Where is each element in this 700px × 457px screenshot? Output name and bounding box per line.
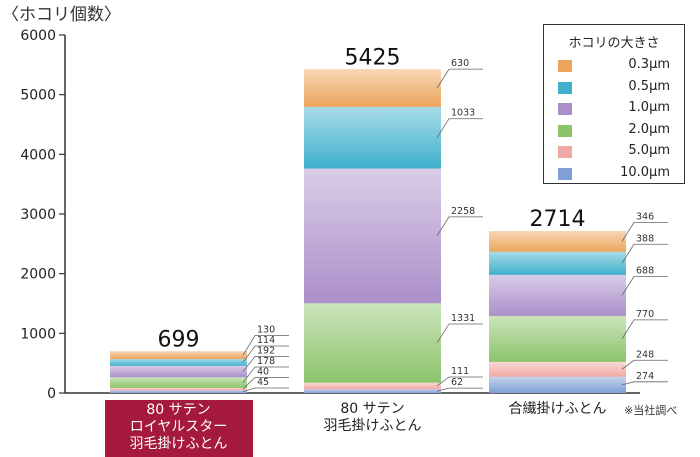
bar-segment-shade [110,377,247,388]
value-leader-line [242,387,289,393]
value-label: 178 [257,356,275,367]
legend-label: 2.0μm [628,121,670,137]
y-tick-label: 5000 [20,88,56,104]
legend-label: 1.0μm [628,100,670,115]
value-leader-line [621,381,668,386]
legend-title: ホコリの大きさ [568,36,660,51]
value-label: 274 [636,371,654,382]
value-label: 1033 [451,108,475,119]
legend-item: 10.0μm [558,165,678,183]
bar-segment-shade [110,390,247,393]
survey-note: ※当社調べ [624,404,678,417]
legend-label: 0.3μm [628,57,670,72]
bar-segment-shade [110,351,247,360]
category-label-line: 羽毛掛けふとん [129,436,228,452]
bar-segment-shade [489,231,626,252]
value-label: 630 [451,58,469,69]
category-label: 80 サテン ロイヤルスター 羽毛掛けふとん [104,400,253,457]
value-label: 114 [257,335,275,346]
value-leader-line [242,366,289,383]
bar-segment-shade [304,303,441,383]
legend-swatch [558,103,572,115]
legend-swatch [558,146,572,158]
bar-total-label: 699 [158,327,200,352]
y-tick-label: 0 [47,386,56,402]
bar-segment-shade [304,106,441,169]
value-leader-line [436,323,483,344]
value-leader-line [242,335,289,356]
y-tick-label: 1000 [20,326,56,342]
bar-segment-shade [304,382,441,390]
value-label: 2258 [451,206,475,217]
y-tick-label: 6000 [20,28,56,44]
value-label: 1331 [451,313,475,324]
y-axis-unit-label: 〈ホコリ個数〉 [2,5,121,25]
value-leader-line [242,377,289,390]
value-label: 388 [636,233,654,244]
bar-total-label: 2714 [530,207,586,232]
value-leader-line [621,243,668,264]
value-label: 346 [636,211,654,222]
value-label: 770 [636,309,654,320]
legend-item: 2.0μm [558,122,678,140]
value-label: 130 [257,325,275,336]
value-leader-line [621,221,668,242]
value-label: 62 [451,377,463,388]
bar-segment-shade [489,376,626,393]
legend-label: 0.5μm [628,78,670,94]
category-label-line: 羽毛掛けふとん [323,418,422,434]
value-leader-line [621,275,668,296]
category-label: 合繊掛けふとん [478,401,638,418]
bar-segment-shade [110,359,247,366]
value-label: 45 [257,377,269,388]
value-leader-line [436,216,483,237]
value-label: 688 [636,265,654,276]
bar-segment-shade [110,387,247,391]
value-leader-line [436,376,483,387]
value-leader-line [621,319,668,340]
value-leader-line [242,356,289,372]
value-leader-line [242,345,289,363]
y-tick-label: 4000 [20,147,56,163]
legend-item: 0.5μm [558,79,678,97]
category-label-line: 合繊掛けふとん [508,401,607,417]
bar-segment-shade [489,361,626,377]
value-leader-line [436,118,483,138]
value-label: 192 [257,346,275,357]
bar-segment-shade [489,315,626,362]
category-label-line: ロイヤルスター [129,419,228,435]
legend-item: 0.3μm [558,57,678,75]
bar-segment-shade [304,168,441,304]
value-leader-line [436,68,483,89]
value-leader-line [621,359,668,370]
legend-item: 1.0μm [558,100,678,118]
bar-total-label: 5425 [345,45,401,70]
bar-segment-shade [304,389,441,393]
y-tick-label: 3000 [20,207,56,223]
legend-label: 5.0μm [628,143,670,158]
value-leader-line [436,387,483,392]
value-label: 111 [451,366,469,377]
legend-item: 5.0μm [558,143,678,161]
legend-swatch [558,167,572,180]
legend-label: 10.0μm [620,164,670,180]
bar-segment-shade [110,365,247,378]
bar-segment-shade [304,69,441,107]
legend-swatch [558,124,572,137]
legend-swatch [558,60,572,72]
category-label-line: 80 サテン [340,401,405,417]
y-tick-label: 2000 [20,267,56,283]
value-label: 248 [636,349,654,360]
category-label-line: 80 サテン [146,402,211,418]
bar-segment-shade [489,251,626,275]
legend: ホコリの大きさ 0.3μm 0.5μm 1.0μm 2.0μm 5.0μm 10.0μm [543,24,685,184]
value-label: 40 [257,367,269,378]
category-label: 80 サテン 羽毛掛けふとん [293,401,453,435]
bar-segment-shade [489,274,626,316]
legend-swatch [558,81,572,94]
